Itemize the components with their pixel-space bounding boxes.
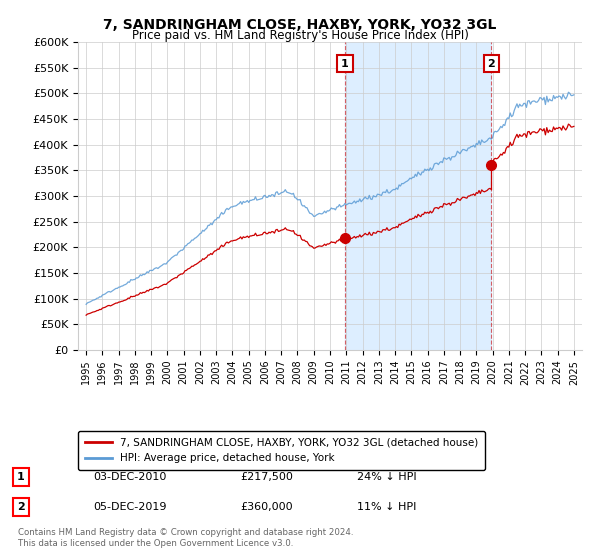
- Text: 2: 2: [17, 502, 25, 512]
- Text: 05-DEC-2019: 05-DEC-2019: [93, 502, 167, 512]
- Text: £360,000: £360,000: [240, 502, 293, 512]
- Bar: [345, 42, 491, 350]
- Legend: 7, SANDRINGHAM CLOSE, HAXBY, YORK, YO32 3GL (detached house), HPI: Average price: 7, SANDRINGHAM CLOSE, HAXBY, YORK, YO32 …: [78, 431, 485, 470]
- Text: £217,500: £217,500: [240, 472, 293, 482]
- Text: 1: 1: [341, 59, 349, 68]
- Text: Price paid vs. HM Land Registry's House Price Index (HPI): Price paid vs. HM Land Registry's House …: [131, 29, 469, 42]
- Text: 7, SANDRINGHAM CLOSE, HAXBY, YORK, YO32 3GL: 7, SANDRINGHAM CLOSE, HAXBY, YORK, YO32 …: [103, 18, 497, 32]
- Text: 1: 1: [17, 472, 25, 482]
- Text: 24% ↓ HPI: 24% ↓ HPI: [357, 472, 416, 482]
- Text: 03-DEC-2010: 03-DEC-2010: [93, 472, 166, 482]
- Text: 11% ↓ HPI: 11% ↓ HPI: [357, 502, 416, 512]
- Text: Contains HM Land Registry data © Crown copyright and database right 2024.
This d: Contains HM Land Registry data © Crown c…: [18, 528, 353, 548]
- Text: 2: 2: [487, 59, 495, 68]
